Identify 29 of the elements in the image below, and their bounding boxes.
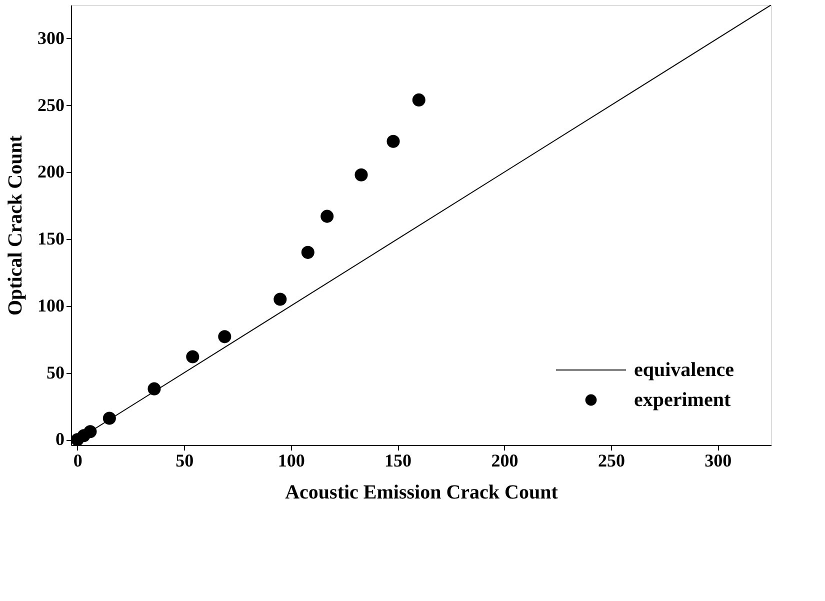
y-tick-label: 300 <box>38 28 64 48</box>
point <box>148 382 161 396</box>
y-tick-label: 100 <box>38 295 64 316</box>
x-tick-label: 50 <box>176 450 194 470</box>
x-tick-label: 250 <box>598 450 625 470</box>
x-tick-label: 0 <box>73 450 82 470</box>
point <box>186 350 200 364</box>
x-tick-label: 100 <box>278 450 305 470</box>
y-tick-label: 50 <box>46 362 64 382</box>
x-tick-label: 200 <box>491 450 518 470</box>
point <box>412 93 426 106</box>
point <box>301 246 314 259</box>
y-tick-label: 0 <box>56 429 64 450</box>
y-tick-label: 200 <box>38 162 64 182</box>
y-axis-title: Optical Crack Count <box>4 135 26 316</box>
point <box>320 210 334 223</box>
x-tick-label: 300 <box>704 450 732 470</box>
y-tick-label: 150 <box>38 228 64 249</box>
point <box>218 330 232 344</box>
point <box>274 292 287 306</box>
x-tick-label: 150 <box>384 450 412 470</box>
legend-label: experiment <box>634 389 731 411</box>
point <box>84 425 97 438</box>
point <box>386 134 400 148</box>
y-tick-label: 250 <box>38 94 64 115</box>
point <box>102 412 116 425</box>
point <box>354 168 368 182</box>
legend-label: equivalence <box>634 359 734 381</box>
x-axis-title: Acoustic Emission Crack Count <box>285 482 558 504</box>
